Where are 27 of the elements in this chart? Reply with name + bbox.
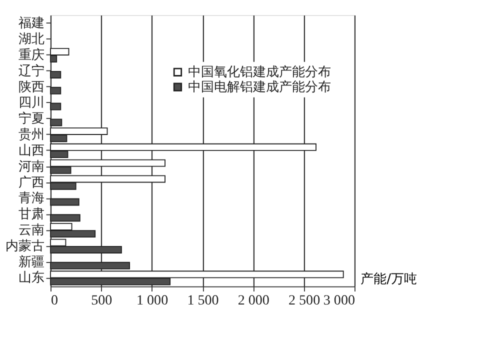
- y-tick-label: 山西: [18, 143, 44, 158]
- y-tick-label: 云南: [18, 223, 44, 238]
- y-tick-label: 福建: [18, 16, 44, 32]
- y-tick-label: 新疆: [18, 254, 44, 270]
- x-tick-label: 2 500: [288, 292, 320, 309]
- y-tick-label: 山东: [18, 270, 44, 286]
- legend-label: 中国电解铝建成产能分布: [188, 80, 332, 95]
- y-tick-label: 辽宁: [18, 62, 44, 79]
- y-tick-label: 宁夏: [18, 110, 44, 127]
- x-axis-title: 产能/万吨: [360, 272, 417, 288]
- x-tick-label: 1 000: [136, 292, 168, 309]
- y-tick-label: 陕西: [18, 80, 44, 95]
- x-tick-label: 2 000: [238, 292, 270, 309]
- y-tick-label: 内蒙古: [5, 238, 44, 254]
- y-tick-label: 重庆: [18, 48, 44, 63]
- y-tick-label: 四川: [18, 96, 44, 111]
- x-tick-label: 1 500: [187, 292, 219, 309]
- y-tick-label: 河南: [18, 159, 44, 174]
- legend-label: 中国氧化铝建成产能分布: [188, 64, 332, 80]
- y-tick-label: 甘肃: [18, 207, 44, 222]
- x-tick-label: 3 000: [323, 292, 355, 309]
- y-tick-label: 贵州: [18, 128, 44, 143]
- x-tick-label: 500: [91, 292, 112, 309]
- y-tick-label: 广西: [18, 175, 44, 190]
- y-tick-label: 湖北: [18, 32, 44, 48]
- x-tick-label: 0: [50, 292, 58, 309]
- y-tick-label: 青海: [18, 191, 44, 206]
